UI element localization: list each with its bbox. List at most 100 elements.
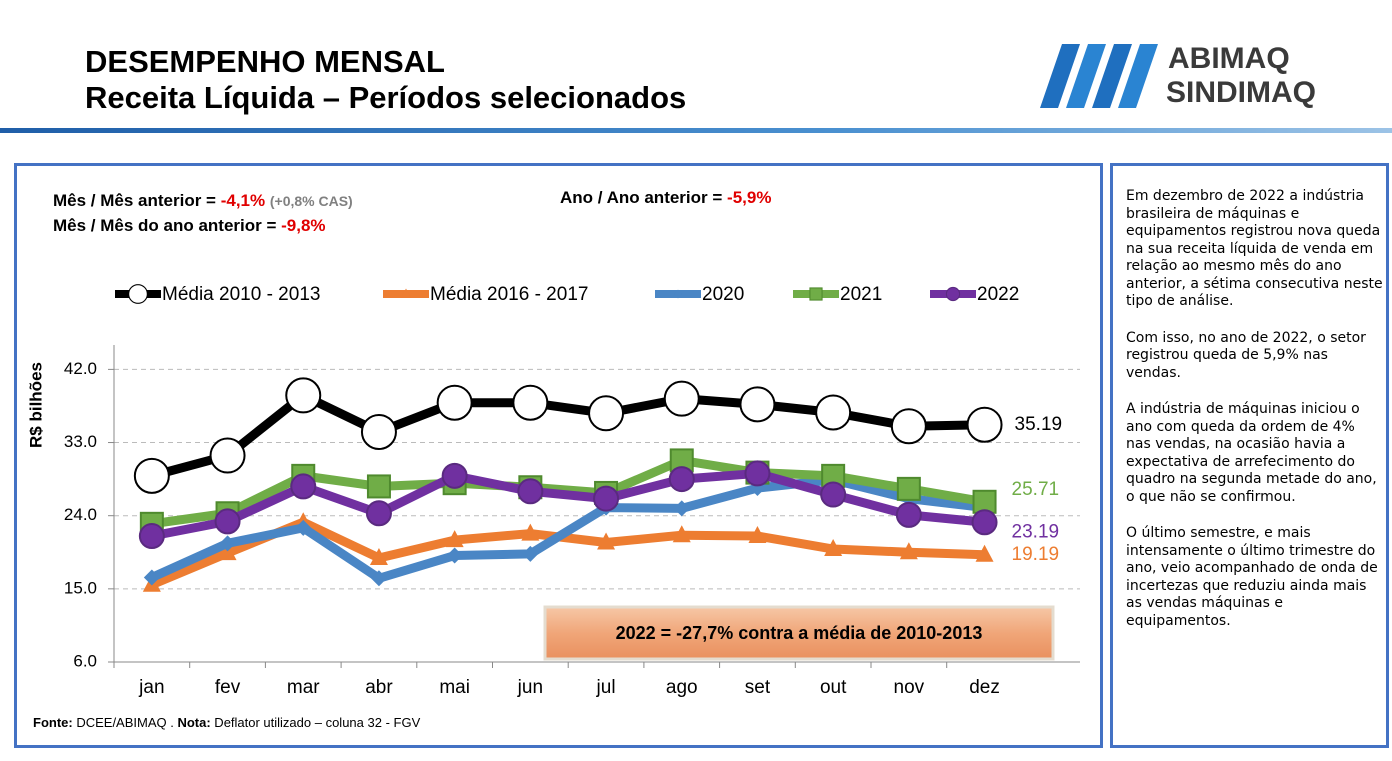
x-tick-label: dez bbox=[969, 677, 1000, 698]
paragraph: Com isso, no ano de 2022, o setor regist… bbox=[1126, 329, 1366, 381]
data-point bbox=[218, 543, 237, 561]
data-point bbox=[739, 386, 776, 423]
y-tick-label: 24.0 bbox=[64, 505, 97, 524]
stat-value: -4,1% bbox=[220, 191, 266, 210]
data-point bbox=[290, 473, 317, 500]
series-line bbox=[150, 475, 986, 583]
data-point bbox=[971, 509, 998, 536]
data-point bbox=[815, 394, 852, 431]
data-point bbox=[369, 547, 388, 565]
x-tick-label: jan bbox=[138, 677, 164, 698]
legend-label: 2020 bbox=[702, 284, 744, 305]
data-point bbox=[517, 478, 544, 505]
data-point bbox=[668, 466, 695, 493]
data-point bbox=[663, 380, 700, 417]
legend-marker bbox=[401, 288, 411, 298]
data-point bbox=[673, 500, 690, 517]
paragraph: O último semestre, e mais intensamente o… bbox=[1126, 525, 1378, 629]
data-point bbox=[446, 547, 463, 564]
data-point bbox=[597, 532, 616, 550]
source-label: Nota: bbox=[177, 715, 211, 730]
title: DESEMPENHO MENSAL bbox=[85, 44, 445, 79]
data-point bbox=[975, 544, 994, 562]
annotation-box bbox=[543, 605, 1055, 661]
x-tick-label: ago bbox=[666, 677, 698, 698]
data-point bbox=[133, 457, 170, 494]
data-point bbox=[966, 406, 1003, 443]
logo-stripe bbox=[1066, 44, 1106, 108]
logo-text: ABIMAQ bbox=[1168, 42, 1290, 75]
series-line bbox=[151, 455, 986, 529]
data-point bbox=[445, 530, 464, 548]
source: Fonte: DCEE/ABIMAQ . Nota: Deflator util… bbox=[33, 715, 420, 730]
data-point bbox=[366, 474, 391, 499]
data-point bbox=[820, 481, 847, 508]
x-tick-label: mar bbox=[287, 677, 320, 698]
logo-text: SINDIMAQ bbox=[1166, 76, 1316, 109]
data-point bbox=[143, 569, 160, 586]
legend-marker bbox=[809, 287, 823, 301]
stat-label: Ano / Ano anterior = bbox=[560, 188, 728, 207]
data-point bbox=[521, 523, 540, 541]
data-label: 35.19 bbox=[1015, 414, 1063, 435]
stat: Ano / Ano anterior = -5,9% bbox=[560, 188, 771, 208]
logo: ABIMAQ SINDIMAQ bbox=[1040, 42, 1316, 109]
data-point bbox=[219, 535, 236, 552]
data-point bbox=[441, 462, 468, 489]
legend-marker bbox=[128, 284, 148, 304]
sidebar: Em dezembro de 2022 a indústria brasilei… bbox=[1110, 163, 1389, 748]
paragraph: Em dezembro de 2022 a indústria brasilei… bbox=[1126, 188, 1383, 309]
logo-stripe bbox=[1118, 44, 1158, 108]
data-point bbox=[895, 501, 922, 528]
stat: Mês / Mês anterior = -4,1% (+0,8% CAS) bbox=[53, 191, 353, 211]
data-label: 23.19 bbox=[1012, 521, 1060, 542]
logo-stripe bbox=[1092, 44, 1132, 108]
header-rule bbox=[0, 128, 1392, 133]
legend-marker bbox=[945, 286, 961, 302]
annotation: 2022 = -27,7% contra a média de 2010-201… bbox=[616, 623, 983, 643]
x-tick-label: jul bbox=[596, 677, 616, 698]
y-tick-label: 6.0 bbox=[73, 651, 97, 670]
data-point bbox=[285, 377, 322, 414]
legend-label: 2022 bbox=[977, 284, 1019, 305]
stat: Mês / Mês do ano anterior = -9,8% bbox=[53, 216, 326, 236]
x-tick-label: jun bbox=[517, 677, 543, 698]
source-text: Deflator utilizado – coluna 32 - FGV bbox=[210, 715, 421, 730]
source-text: DCEE/ABIMAQ . bbox=[72, 715, 178, 730]
header: DESEMPENHO MENSAL Receita Líquida – Perí… bbox=[85, 44, 686, 116]
stat-note: (+0,8% CAS) bbox=[269, 193, 353, 209]
x-tick-label: out bbox=[820, 677, 847, 698]
data-point bbox=[896, 476, 921, 501]
y-tick-label: 33.0 bbox=[64, 432, 97, 451]
x-tick-label: fev bbox=[215, 677, 241, 698]
legend-label: Média 2016 - 2017 bbox=[430, 284, 588, 305]
legend-label: 2021 bbox=[840, 284, 882, 305]
data-point bbox=[360, 413, 397, 450]
x-tick-label: nov bbox=[894, 677, 925, 698]
stat-label: Mês / Mês do ano anterior = bbox=[53, 216, 282, 235]
data-point bbox=[138, 523, 165, 550]
chart-panel bbox=[14, 163, 1103, 748]
data-point bbox=[209, 437, 246, 474]
data-label: 19.19 bbox=[1012, 544, 1060, 565]
data-point bbox=[512, 384, 549, 421]
data-point bbox=[744, 460, 771, 487]
stat-value: -9,8% bbox=[281, 216, 326, 235]
data-point bbox=[899, 542, 918, 560]
data-point bbox=[748, 526, 767, 544]
data-point bbox=[672, 525, 691, 543]
data-point bbox=[588, 395, 625, 432]
data-label: 25.71 bbox=[1012, 479, 1060, 500]
logo-stripe bbox=[1040, 44, 1080, 108]
series-line bbox=[150, 468, 985, 541]
data-point bbox=[824, 539, 843, 557]
data-point bbox=[295, 519, 312, 536]
chart: R$ bilhões 6.0 15.0 24.0 33.0 42.0 jan fev mar a… bbox=[26, 284, 1080, 698]
data-point bbox=[214, 508, 241, 535]
series-line bbox=[150, 390, 985, 481]
subtitle: Receita Líquida – Períodos selecionados bbox=[85, 80, 687, 115]
y-tick-label: 15.0 bbox=[64, 578, 97, 597]
data-point bbox=[890, 408, 927, 445]
data-point bbox=[593, 485, 620, 512]
